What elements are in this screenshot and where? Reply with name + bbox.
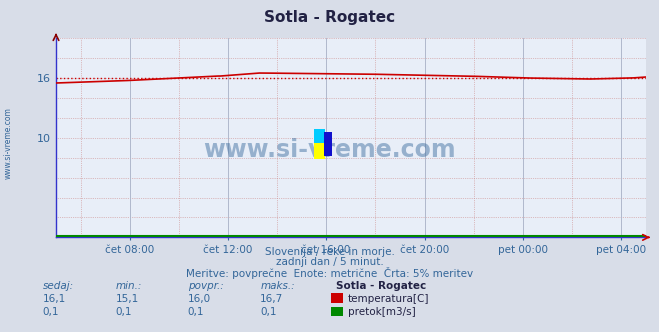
Text: 16,1: 16,1 [43,294,66,304]
Text: 15,1: 15,1 [115,294,138,304]
Text: 16,0: 16,0 [188,294,211,304]
Text: 0,1: 0,1 [260,307,277,317]
Text: 0,1: 0,1 [43,307,59,317]
Text: Sotla - Rogatec: Sotla - Rogatec [264,10,395,25]
Text: www.si-vreme.com: www.si-vreme.com [203,138,456,162]
Text: min.:: min.: [115,281,142,290]
Text: temperatura[C]: temperatura[C] [348,294,430,304]
Text: 16,7: 16,7 [260,294,283,304]
Text: Meritve: povprečne  Enote: metrične  Črta: 5% meritev: Meritve: povprečne Enote: metrične Črta:… [186,267,473,279]
Text: pretok[m3/s]: pretok[m3/s] [348,307,416,317]
Text: maks.:: maks.: [260,281,295,290]
Text: 0,1: 0,1 [115,307,132,317]
Text: Slovenija / reke in morje.: Slovenija / reke in morje. [264,247,395,257]
Text: www.si-vreme.com: www.si-vreme.com [4,107,13,179]
Text: Sotla - Rogatec: Sotla - Rogatec [336,281,426,290]
Text: 0,1: 0,1 [188,307,204,317]
Text: zadnji dan / 5 minut.: zadnji dan / 5 minut. [275,257,384,267]
Text: sedaj:: sedaj: [43,281,74,290]
Text: povpr.:: povpr.: [188,281,223,290]
